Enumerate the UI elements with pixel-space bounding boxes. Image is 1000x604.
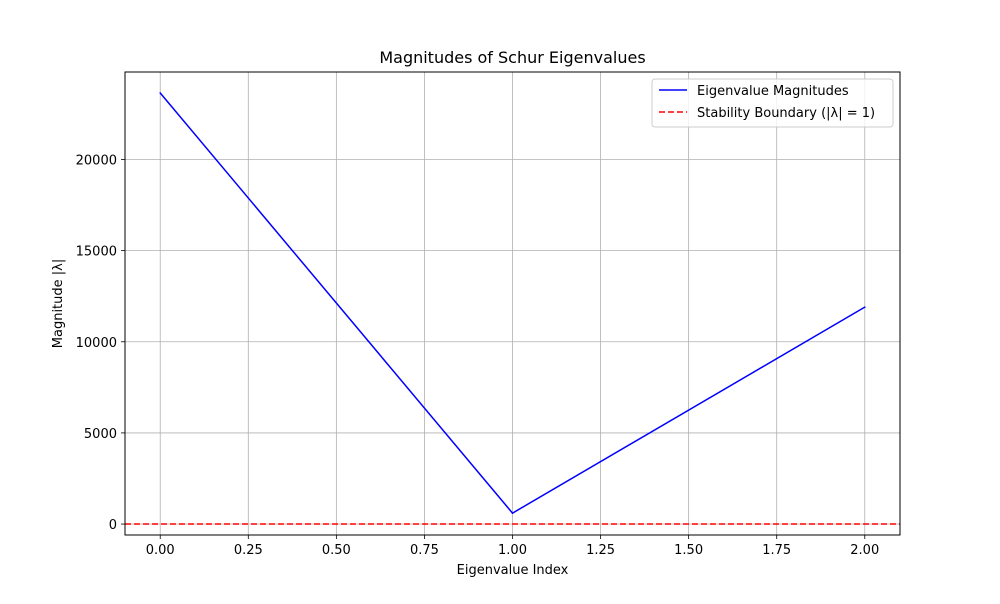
x-axis-ticks: 0.00 0.25 0.50 0.75 1.00 1.25 1.50 1.75 2.00 — [146, 535, 879, 558]
y-tick-label: 0 — [109, 518, 117, 533]
x-tick-label: 1.25 — [586, 543, 615, 558]
x-tick-label: 0.75 — [410, 543, 439, 558]
y-tick-label: 10000 — [76, 336, 117, 351]
y-axis-ticks: 0 5000 10000 15000 20000 — [76, 153, 125, 533]
x-tick-label: 0.50 — [322, 543, 351, 558]
x-tick-label: 1.75 — [762, 543, 791, 558]
data-point — [863, 306, 866, 308]
legend-label-eigenvalue-magnitudes: Eigenvalue Magnitudes — [697, 84, 849, 99]
y-axis-title: Magnitude |λ| — [51, 259, 66, 348]
y-tick-label: 15000 — [76, 245, 117, 260]
legend: Eigenvalue Magnitudes Stability Boundary… — [651, 78, 894, 128]
data-point — [511, 512, 514, 514]
chart-title: Magnitudes of Schur Eigenvalues — [379, 48, 645, 67]
x-tick-label: 1.50 — [674, 543, 703, 558]
y-tick-label: 5000 — [84, 427, 117, 442]
x-tick-label: 0.25 — [234, 543, 263, 558]
data-point — [159, 92, 162, 94]
y-tick-label: 20000 — [76, 153, 117, 168]
x-tick-label: 2.00 — [850, 543, 879, 558]
x-tick-label: 1.00 — [498, 543, 527, 558]
x-axis-title: Eigenvalue Index — [457, 563, 569, 578]
series-lines — [159, 92, 866, 515]
legend-box — [651, 78, 894, 128]
x-tick-label: 0.00 — [146, 543, 175, 558]
legend-label-stability-boundary: Stability Boundary (|λ| = 1) — [697, 106, 875, 121]
